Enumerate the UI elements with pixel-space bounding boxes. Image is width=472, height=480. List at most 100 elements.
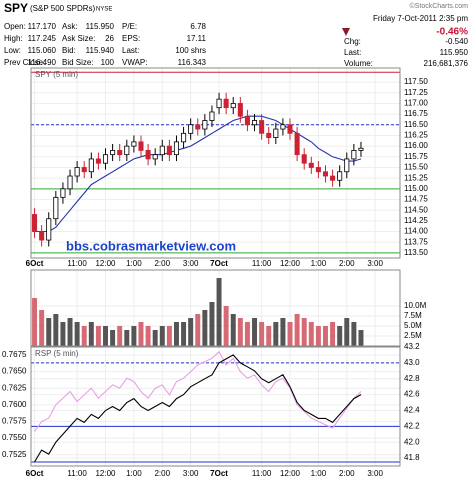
x-tick-label: 6Oct bbox=[26, 259, 44, 268]
volume-bar bbox=[287, 322, 293, 346]
price-line bbox=[34, 350, 362, 432]
volume-bar bbox=[209, 302, 215, 346]
y-tick-label: 42.4 bbox=[404, 406, 420, 415]
candle-body bbox=[102, 154, 109, 164]
quote-label: Prev Close: bbox=[4, 58, 45, 67]
x-tick-label: 11:00 bbox=[252, 259, 272, 268]
candle-body bbox=[266, 132, 272, 138]
volume-bar bbox=[308, 322, 314, 346]
x-tick-label: 12:00 bbox=[280, 469, 301, 478]
volume-bar bbox=[294, 314, 300, 346]
volume-bar bbox=[273, 322, 279, 346]
candle-body bbox=[315, 167, 321, 173]
quote-value: 117.170 bbox=[28, 22, 57, 31]
quote-label: VWAP: bbox=[122, 58, 147, 67]
candle-body bbox=[216, 98, 222, 109]
y-tick-label: 114.75 bbox=[404, 195, 428, 204]
y-tick-label: 0.7625 bbox=[2, 383, 27, 392]
date: Friday 7-Oct-2011 2:35 pm bbox=[373, 14, 468, 23]
volume-bar bbox=[131, 326, 137, 346]
security-name: (S&P 500 SPDRs) bbox=[30, 4, 96, 13]
stat-value: 115.950 bbox=[440, 48, 469, 57]
candle-body bbox=[358, 147, 364, 151]
quote-label: Low: bbox=[4, 46, 21, 55]
candle-body bbox=[344, 158, 350, 173]
x-tick-label: 2:00 bbox=[339, 259, 355, 268]
candle-body bbox=[195, 124, 201, 130]
volume-bar bbox=[223, 306, 229, 346]
down-arrow bbox=[342, 28, 350, 36]
x-tick-label: 3:00 bbox=[367, 469, 383, 478]
volume-bar bbox=[323, 326, 328, 346]
volume-bar bbox=[259, 322, 265, 346]
y-tick-label: 43.0 bbox=[404, 358, 420, 367]
y-tick-label: 113.50 bbox=[404, 248, 428, 257]
candle-body bbox=[131, 141, 137, 147]
x-tick-label: 3:00 bbox=[183, 469, 199, 478]
volume-bar bbox=[39, 310, 45, 346]
volume-bar bbox=[301, 318, 307, 346]
x-tick-label: 3:00 bbox=[183, 259, 199, 268]
candle-body bbox=[209, 111, 215, 121]
x-tick-label: 1:00 bbox=[126, 259, 142, 268]
volume-bar bbox=[145, 326, 151, 346]
candle-body bbox=[301, 154, 307, 164]
quote-value: 100 bbox=[101, 58, 115, 67]
x-tick-label: 2:00 bbox=[339, 469, 355, 478]
volume-bar bbox=[46, 318, 52, 346]
quote-label: Ask Size: bbox=[62, 34, 95, 43]
y-tick-label: 5.0M bbox=[404, 321, 422, 330]
candle-body bbox=[67, 175, 73, 190]
x-tick-label: 12:00 bbox=[95, 259, 116, 268]
x-tick-label: 7Oct bbox=[210, 469, 228, 478]
quote-label: Bid Size: bbox=[62, 58, 94, 67]
x-tick-label: 6Oct bbox=[26, 469, 44, 478]
price-line bbox=[34, 354, 362, 463]
copyright: ©StockCharts.com bbox=[410, 2, 469, 10]
quote-label: P/E: bbox=[122, 22, 137, 31]
stat-label: Chg: bbox=[344, 37, 361, 46]
y-tick-label: 113.75 bbox=[404, 237, 428, 246]
volume-bar bbox=[152, 330, 158, 346]
candle-body bbox=[237, 103, 243, 117]
x-tick-label: 3:00 bbox=[367, 259, 383, 268]
volume-bar bbox=[74, 322, 80, 346]
y-tick-label: 0.7575 bbox=[2, 417, 27, 426]
y-tick-label: 115.25 bbox=[404, 173, 428, 182]
volume-bar bbox=[230, 314, 236, 346]
candle-body bbox=[230, 103, 236, 109]
y-tick-label: 42.0 bbox=[404, 437, 420, 446]
candle-body bbox=[145, 150, 151, 160]
candle-body bbox=[273, 128, 279, 138]
candle-body bbox=[173, 141, 179, 156]
quote-label: Bid: bbox=[62, 46, 76, 55]
candle-body bbox=[138, 141, 144, 151]
candle-body bbox=[88, 158, 94, 173]
stat-label: Last: bbox=[344, 48, 361, 57]
volume-bar bbox=[358, 330, 364, 346]
y-tick-label: 43.2 bbox=[404, 342, 420, 351]
y-tick-label: 117.00 bbox=[404, 99, 428, 108]
candle-body bbox=[166, 145, 172, 156]
candle-body bbox=[159, 145, 165, 156]
quote-value: 6.78 bbox=[190, 22, 206, 31]
volume-bar bbox=[237, 318, 243, 346]
volume-bar bbox=[337, 326, 343, 346]
candle-body bbox=[110, 150, 116, 156]
y-tick-label: 2.5M bbox=[404, 331, 422, 340]
volume-bar bbox=[88, 322, 94, 346]
volume-bar bbox=[103, 326, 108, 346]
y-tick-label: 116.75 bbox=[404, 109, 428, 118]
panel-title: RSP (5 min) bbox=[35, 349, 79, 358]
candle-body bbox=[181, 132, 187, 143]
candle-body bbox=[287, 124, 293, 134]
change-percent: -0.46% bbox=[436, 27, 468, 38]
stat-value: 216,681,376 bbox=[424, 59, 469, 68]
x-tick-label: 11:00 bbox=[67, 469, 87, 478]
quote-label: EPS: bbox=[122, 34, 140, 43]
x-tick-label: 7Oct bbox=[210, 259, 228, 268]
volume-bar bbox=[216, 278, 222, 346]
y-tick-label: 114.50 bbox=[404, 205, 428, 214]
exchange: NYSE bbox=[96, 7, 112, 13]
quote-value: 100 shrs bbox=[175, 46, 206, 55]
